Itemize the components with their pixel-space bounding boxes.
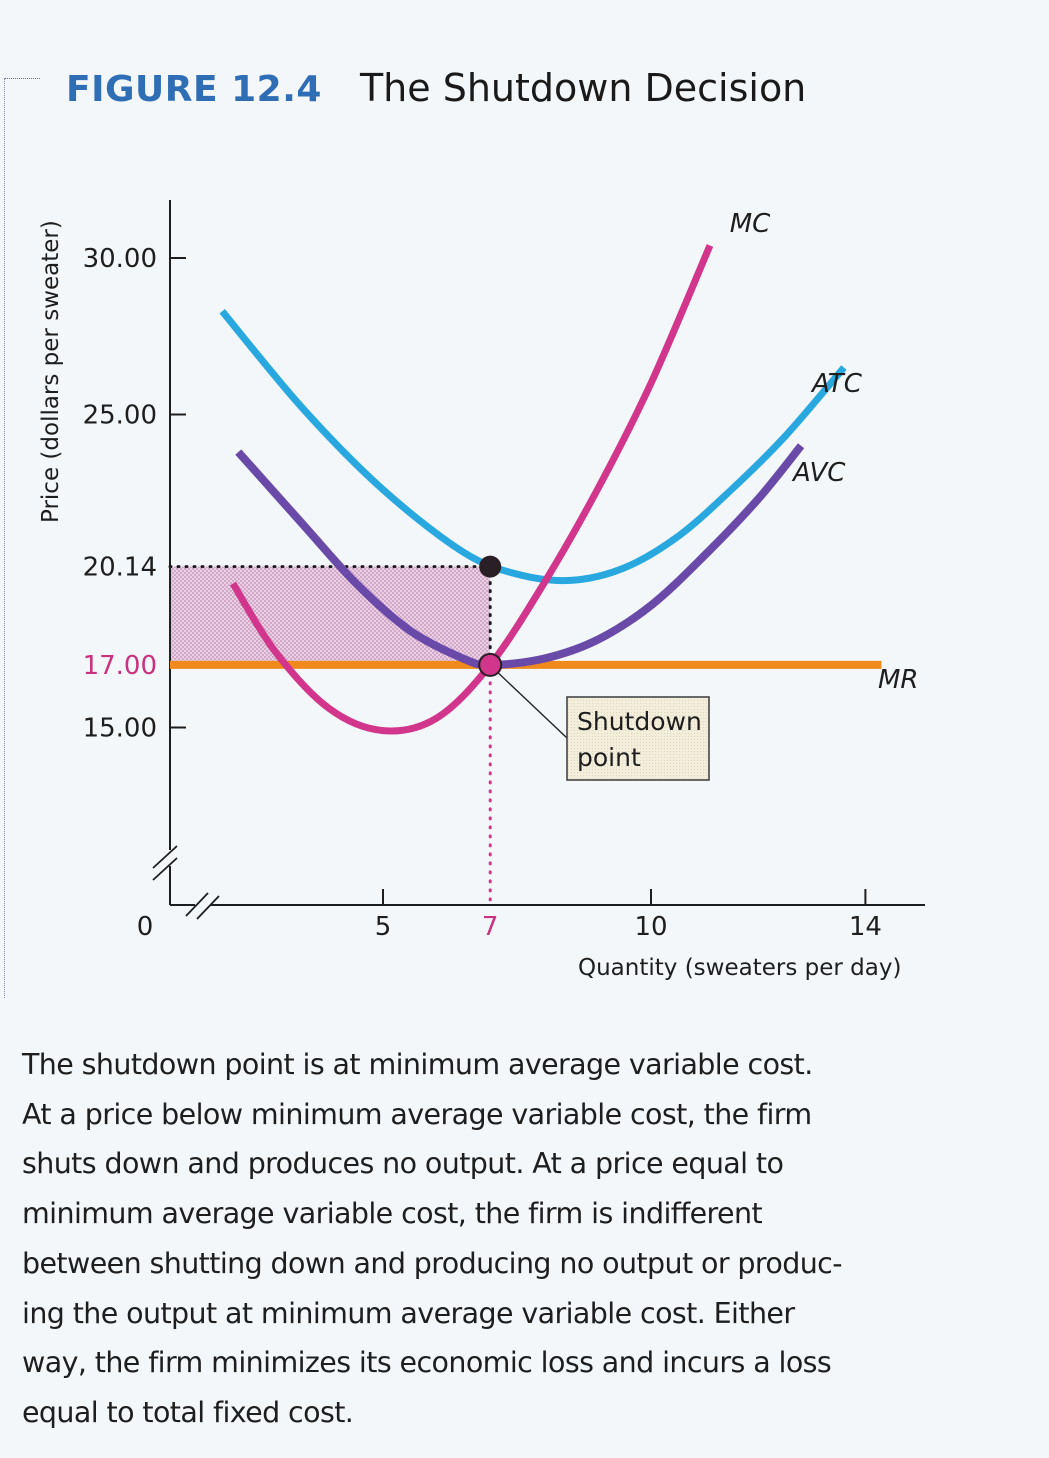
callout-leader-line: [497, 672, 568, 739]
y-axis-title: Price (dollars per sweater): [38, 220, 64, 523]
x-tick-label: 5: [375, 912, 392, 942]
caption-line: ing the output at minimum average variab…: [22, 1296, 795, 1330]
caption-line: The shutdown point is at minimum average…: [22, 1048, 813, 1081]
y-tick-label: 20.14: [83, 553, 157, 583]
shutdown-decision-chart: 30.00 25.00 20.14 17.00 15.00 0 5 7 10 14 ATC AVC MC…: [38, 200, 925, 981]
caption-line: way, the firm minimizes its economic los…: [22, 1346, 832, 1380]
atc-label: ATC: [810, 369, 863, 399]
atc-curve: [219, 308, 847, 585]
y-tick-label: 15.00: [83, 714, 157, 744]
mr-label: MR: [878, 665, 919, 695]
x-tick-label: 10: [634, 912, 667, 942]
caption-line: shuts down and produces no output. At a …: [22, 1147, 784, 1181]
y-tick-label: 17.00: [83, 651, 157, 681]
x-tick-label: 0: [137, 912, 154, 942]
shutdown-point-callout: [566, 696, 710, 781]
callout-text-line: point: [577, 743, 641, 772]
callout-text-line: Shutdown: [577, 707, 702, 736]
figure-title: The Shutdown Decision: [359, 66, 807, 110]
caption-line: At a price below minimum average variabl…: [22, 1097, 812, 1131]
figure-header: FIGURE 12.4 The Shutdown Decision: [66, 66, 806, 110]
avc-label: AVC: [791, 458, 846, 488]
shutdown-point-marker: [478, 652, 503, 677]
mc-label: MC: [730, 209, 771, 239]
x-axis-break-mark: [196, 895, 220, 920]
x-tick-label: 7: [482, 912, 499, 942]
y-tick-label: 25.00: [83, 401, 157, 431]
avc-curve: [235, 443, 805, 669]
frame-rule-top: [4, 78, 40, 79]
caption-line: equal to total fixed cost.: [22, 1395, 354, 1429]
frame-rule-left: [4, 78, 5, 998]
x-tick-label: 14: [849, 912, 882, 942]
x-axis-title: Quantity (sweaters per day): [578, 955, 901, 981]
y-axis-break-mark: [152, 845, 178, 869]
caption-line: minimum average variable cost, the firm …: [22, 1197, 763, 1231]
y-axis-break-mark: [152, 857, 178, 881]
y-tick-label: 30.00: [83, 244, 157, 274]
caption-line: between shutting down and producing no o…: [22, 1246, 843, 1280]
figure-number: FIGURE 12.4: [66, 69, 322, 110]
figure-caption: The shutdown point is at minimum average…: [22, 1040, 1022, 1438]
atc-point-marker: [479, 555, 502, 578]
x-axis-break-mark: [185, 892, 209, 917]
